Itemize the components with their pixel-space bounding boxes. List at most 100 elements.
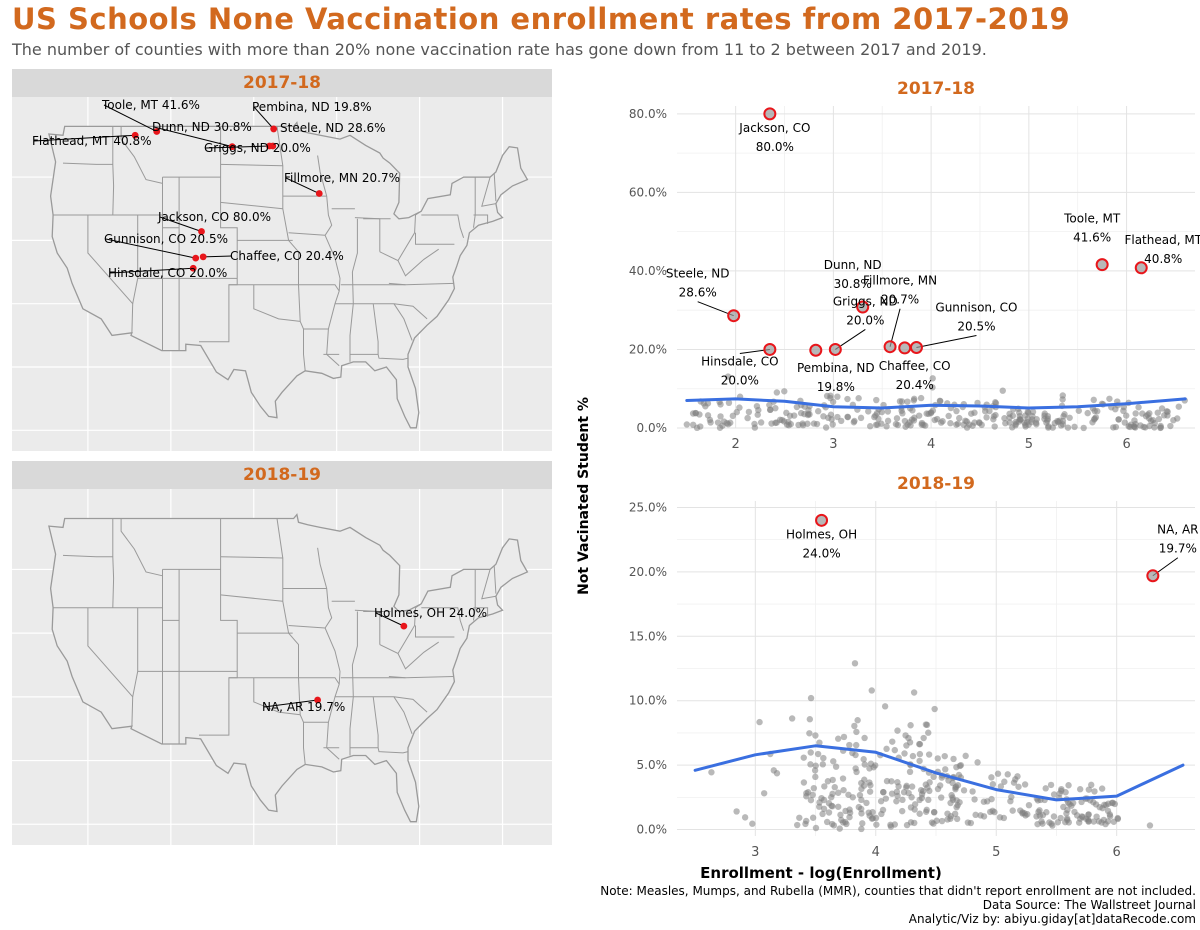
scatter-point [1123, 412, 1130, 419]
highlight-label-value: 20.0% [846, 313, 884, 327]
state-border [162, 177, 180, 229]
scatter-point [827, 392, 834, 399]
scatter-point [776, 416, 784, 424]
highlight-label-name: Griggs, ND [833, 294, 898, 308]
scatter-point [884, 408, 892, 415]
scatter-point [720, 418, 728, 425]
scatter-point [945, 412, 952, 420]
scatter-point [807, 694, 815, 702]
scatter-point [879, 806, 887, 814]
scatter-point [1075, 819, 1083, 826]
scatter-point [844, 395, 851, 403]
state-border [351, 611, 358, 666]
county-marker [270, 125, 278, 133]
scatter-point [803, 817, 810, 825]
state-border [298, 677, 340, 685]
scatter-point [1098, 785, 1106, 792]
scatter-point [1021, 781, 1029, 788]
scatter-point [955, 771, 963, 779]
scatter-point [1065, 782, 1072, 789]
scatter-point [909, 752, 917, 760]
county-marker [199, 253, 207, 261]
county-label: Toole, MT 41.6% [101, 98, 200, 112]
scatter-point [807, 749, 814, 756]
x-tick-label: 5 [1025, 437, 1033, 452]
scatter-point [1029, 412, 1036, 420]
scatter-point [925, 729, 932, 736]
scatter-point [683, 421, 691, 428]
scatter-point [846, 741, 853, 749]
state-border [384, 303, 428, 320]
scatter-point [1104, 807, 1112, 815]
scatter-point [937, 397, 944, 405]
scatter-point [1131, 423, 1138, 431]
scatter-point [977, 812, 984, 819]
state-border [220, 556, 283, 559]
county-marker [400, 622, 408, 630]
state-border [220, 594, 283, 602]
county-label: Dunn, ND 30.8% [152, 120, 252, 134]
scatter-point [753, 402, 761, 410]
state-border [288, 625, 326, 629]
scatter-point [853, 741, 860, 749]
scatter-point [929, 407, 937, 414]
scatter-point [931, 705, 938, 713]
scatter-point [873, 396, 880, 404]
scatter-point [879, 788, 887, 796]
scatter-point [1050, 791, 1058, 798]
scatter-point [904, 421, 911, 428]
scatter-point [1100, 816, 1108, 824]
scatter-point [925, 796, 932, 804]
scatter-point [907, 804, 915, 811]
highlight-point [883, 340, 897, 354]
scatter-point [1085, 818, 1092, 825]
highlight-point [909, 341, 923, 354]
scatter-point [989, 781, 997, 788]
scatter-point [1145, 415, 1153, 422]
scatter-point [772, 404, 779, 412]
scatter-point [899, 807, 906, 815]
highlight-label-value: 28.6% [679, 286, 717, 300]
page-title: US Schools None Vaccination enrollment r… [12, 2, 1071, 36]
state-border [415, 603, 422, 609]
highlight-label-name: Steele, ND [666, 267, 730, 281]
scatter-point [956, 414, 963, 422]
scatter-point [950, 755, 957, 763]
scatter-point [896, 398, 904, 405]
scatter-point [971, 796, 978, 803]
scatter-point [1001, 415, 1008, 422]
state-border [493, 565, 497, 594]
county-label: NA, AR 19.7% [262, 700, 345, 714]
county-leader-line [253, 106, 275, 130]
scatter-point [1135, 404, 1142, 411]
scatter-point [816, 739, 823, 746]
scatter-point [1105, 800, 1112, 807]
scatter-point [858, 825, 865, 833]
scatter-point [937, 419, 945, 426]
scatter-point [1025, 801, 1033, 809]
scatter-point [1158, 405, 1166, 412]
scatter-point [916, 810, 923, 817]
scatter-point [893, 415, 901, 422]
scatter-point [1001, 778, 1008, 785]
scatter-point [725, 399, 733, 407]
state-border [393, 696, 413, 734]
state-border [397, 248, 439, 277]
scatter-point [934, 755, 941, 762]
county-leader-line [159, 216, 202, 232]
scatter-point [788, 715, 796, 722]
y-tick-label: 40.0% [629, 264, 667, 278]
scatter-point [1075, 407, 1083, 414]
scatter-point [1009, 807, 1016, 814]
scatter-point [868, 687, 875, 694]
scatter-point [922, 781, 930, 788]
county-marker [315, 190, 323, 197]
scatter-point [992, 400, 1000, 407]
scatter-point [863, 799, 870, 807]
scatter-point [1167, 422, 1174, 430]
scatter-point [988, 774, 995, 781]
scatter-point [807, 796, 815, 804]
county-marker [189, 264, 197, 272]
state-border [220, 163, 283, 167]
county-leader-line [285, 177, 320, 194]
